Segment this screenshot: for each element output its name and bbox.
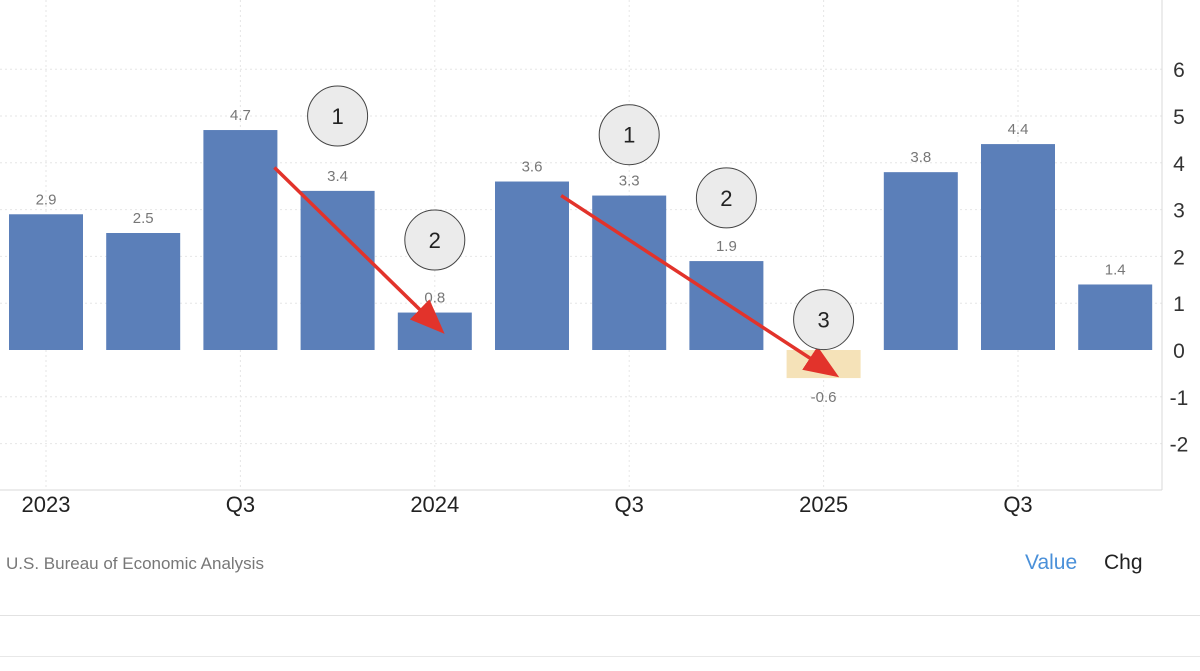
bar-2023-q2[interactable] <box>106 233 181 350</box>
bar-2024-q2[interactable] <box>495 181 569 350</box>
y-tick-label: 2 <box>1173 246 1185 269</box>
callout-number: 2 <box>429 228 441 253</box>
bar-2025-q2[interactable] <box>883 172 958 350</box>
callout-circle <box>307 85 369 147</box>
bar-value-label: 3.4 <box>327 168 348 185</box>
axes-layer: 6 5 4 3 2 1 0 -1 -2 2023 Q3 2024 Q3 2025 Q3 <box>0 0 1188 517</box>
y-tick-label: 6 <box>1173 59 1185 82</box>
callout-number: 1 <box>331 104 343 129</box>
bar-value-label: 4.4 <box>1008 121 1029 138</box>
bar-value-label: 2.9 <box>36 191 57 208</box>
trend-arrow <box>560 194 840 378</box>
tab-chg[interactable]: Chg <box>1104 551 1143 574</box>
bar-value-label: 3.3 <box>619 173 640 190</box>
bar-2025-q1[interactable] <box>786 350 861 379</box>
x-tick-label: 2025 <box>799 492 848 517</box>
y-tick-label: 1 <box>1173 293 1185 316</box>
callout-marker: 1 <box>307 85 369 147</box>
x-tick-label: Q3 <box>1003 492 1032 517</box>
tab-value[interactable]: Value <box>1025 551 1078 574</box>
y-tick-label: 0 <box>1173 340 1185 363</box>
source-label: U.S. Bureau of Economic Analysis <box>6 554 264 573</box>
annotation-layer: 1 2 1 2 3 <box>273 85 855 378</box>
bars-layer <box>9 130 1153 379</box>
y-tick-label: -2 <box>1170 434 1189 457</box>
bar-2025-q4[interactable] <box>1078 284 1153 350</box>
y-tick-label: -1 <box>1170 387 1189 410</box>
bar-2023-q4[interactable] <box>300 190 375 350</box>
bar-value-label: 0.8 <box>424 290 445 307</box>
x-tick-label: Q3 <box>226 492 255 517</box>
y-tick-label: 3 <box>1173 200 1185 223</box>
y-tick-label: 5 <box>1173 106 1185 129</box>
x-tick-label: 2024 <box>410 492 459 517</box>
bar-value-label: 4.7 <box>230 107 251 124</box>
callout-circle <box>695 167 757 229</box>
callout-circle <box>404 209 466 271</box>
callout-marker: 1 <box>598 104 660 166</box>
callout-number: 2 <box>720 186 732 211</box>
trend-arrow <box>273 166 445 334</box>
callout-circle <box>598 104 660 166</box>
x-tick-label: Q3 <box>615 492 644 517</box>
callout-circle <box>793 289 855 351</box>
divider <box>0 615 1200 616</box>
bar-value-label: 2.5 <box>133 210 154 227</box>
callout-number: 1 <box>623 123 635 148</box>
bar-2024-q1[interactable] <box>397 312 472 350</box>
callout-marker: 3 <box>793 289 855 351</box>
callout-number: 3 <box>817 308 829 333</box>
y-tick-label: 4 <box>1173 153 1185 176</box>
bar-2023-q1[interactable] <box>9 214 83 350</box>
callout-marker: 2 <box>695 167 757 229</box>
divider <box>0 656 1200 657</box>
bar-2023-q3[interactable] <box>203 130 278 350</box>
bar-value-label: 1.9 <box>716 238 737 255</box>
bar-value-label: 3.8 <box>910 149 931 166</box>
bar-2024-q3[interactable] <box>592 195 667 350</box>
bar-2025-q3[interactable] <box>981 144 1055 350</box>
bar-value-label: 1.4 <box>1105 261 1126 278</box>
bar-value-label: 3.6 <box>522 159 543 176</box>
gdp-growth-chart: 2.9 2.5 4.7 3.4 0.8 3.6 3.3 1.9 -0.6 3.8 4.4 1.4 6 5… <box>0 0 1188 517</box>
callout-marker: 2 <box>404 209 466 271</box>
x-tick-label: 2023 <box>22 492 71 517</box>
bar-value-label: -0.6 <box>811 389 837 406</box>
